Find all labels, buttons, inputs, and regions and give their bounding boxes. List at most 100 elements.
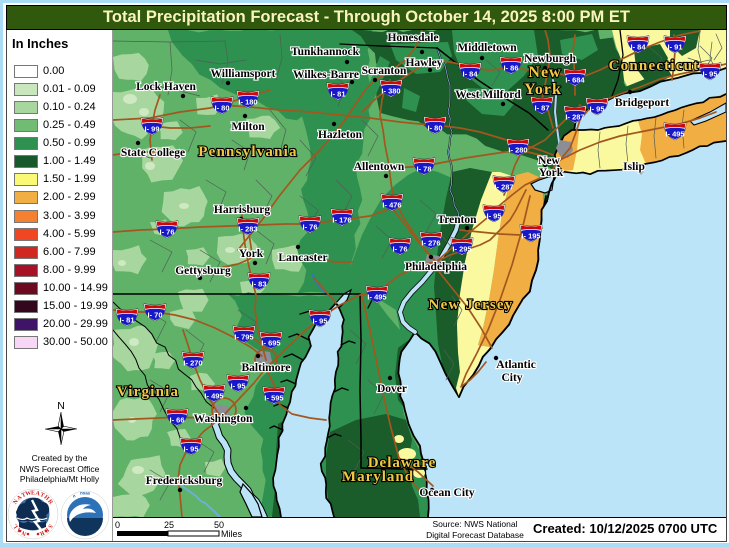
svg-text:Dover: Dover — [377, 383, 407, 395]
svg-text:Miles: Miles — [221, 529, 243, 539]
svg-text:W: W — [25, 490, 32, 497]
svg-text:City: City — [501, 372, 522, 384]
svg-text:E: E — [43, 526, 50, 533]
svg-text:H: H — [42, 494, 50, 502]
svg-text:State College: State College — [121, 147, 185, 159]
svg-text:I- 95: I- 95 — [183, 445, 198, 454]
svg-text:I- 95: I- 95 — [702, 70, 717, 79]
svg-text:I- 78: I- 78 — [416, 165, 431, 174]
svg-text:I- 476: I- 476 — [382, 201, 401, 210]
svg-text:I- 287: I- 287 — [494, 183, 513, 192]
svg-text:I- 76: I- 76 — [159, 228, 174, 237]
svg-text:Ocean City: Ocean City — [419, 487, 475, 499]
svg-text:L: L — [13, 522, 20, 529]
svg-text:Trenton: Trenton — [437, 214, 477, 226]
svg-text:Honesdale: Honesdale — [387, 32, 438, 44]
svg-text:I- 283: I- 283 — [238, 225, 257, 234]
svg-text:N: N — [57, 400, 65, 412]
svg-text:I- 495: I- 495 — [367, 293, 386, 302]
svg-text:Baltimore: Baltimore — [242, 362, 291, 374]
svg-text:I- 66: I- 66 — [169, 416, 184, 425]
svg-text:I- 95: I- 95 — [312, 317, 327, 326]
svg-text:I- 99: I- 99 — [144, 125, 159, 134]
svg-text:I- 684: I- 684 — [565, 76, 585, 85]
svg-text:Middletown: Middletown — [457, 42, 517, 54]
svg-text:I- 83: I- 83 — [251, 280, 266, 289]
svg-text:York: York — [539, 167, 564, 179]
svg-text:A: A — [16, 494, 24, 502]
svg-text:R: R — [38, 529, 45, 537]
svg-text:I- 87: I- 87 — [534, 104, 549, 113]
svg-text:I- 380: I- 380 — [381, 87, 400, 96]
svg-text:Atlantic: Atlantic — [496, 359, 536, 371]
svg-text:New: New — [538, 155, 560, 167]
svg-text:noaa: noaa — [80, 491, 90, 496]
svg-text:I- 86: I- 86 — [503, 64, 518, 73]
svg-text:I- 76: I- 76 — [302, 223, 317, 232]
svg-text:N: N — [13, 498, 21, 506]
svg-text:I- 495: I- 495 — [665, 130, 684, 139]
svg-text:West Milford: West Milford — [455, 89, 521, 101]
svg-text:I- 295: I- 295 — [452, 245, 471, 254]
svg-text:25: 25 — [164, 520, 174, 530]
svg-text:Allentown: Allentown — [354, 161, 405, 173]
svg-text:Islip: Islip — [623, 161, 645, 173]
svg-text:I- 91: I- 91 — [667, 43, 682, 52]
svg-text:I- 76: I- 76 — [392, 245, 407, 254]
svg-text:R: R — [46, 499, 54, 507]
svg-text:I- 280: I- 280 — [508, 146, 527, 155]
svg-text:I- 80: I- 80 — [214, 104, 229, 113]
svg-text:Harrisburg: Harrisburg — [214, 204, 270, 216]
svg-text:I- 84: I- 84 — [462, 70, 478, 79]
svg-text:T: T — [39, 492, 45, 499]
svg-text:50: 50 — [214, 520, 224, 530]
svg-text:T: T — [21, 492, 27, 499]
svg-text:Scranton: Scranton — [362, 65, 407, 77]
svg-text:I- 695: I- 695 — [261, 339, 280, 348]
svg-text:Delaware: Delaware — [368, 455, 437, 471]
svg-text:I- 95: I- 95 — [589, 105, 604, 114]
svg-text:Hazleton: Hazleton — [318, 129, 363, 141]
svg-text:Milton: Milton — [231, 121, 265, 133]
svg-text:I- 287: I- 287 — [565, 113, 584, 122]
svg-text:I- 95: I- 95 — [486, 212, 501, 221]
svg-text:Hawley: Hawley — [405, 57, 442, 69]
svg-text:I- 276: I- 276 — [421, 239, 440, 248]
svg-text:Lock Haven: Lock Haven — [136, 81, 196, 93]
svg-text:I- 80: I- 80 — [427, 124, 442, 133]
svg-text:A: A — [35, 491, 41, 498]
svg-text:New: New — [528, 64, 561, 81]
svg-text:N: N — [21, 529, 28, 537]
svg-text:0: 0 — [115, 520, 120, 530]
svg-text:I- 270: I- 270 — [183, 359, 202, 368]
svg-text:E: E — [31, 491, 35, 497]
svg-text:Tunkhannock: Tunkhannock — [291, 46, 360, 58]
svg-text:A: A — [16, 526, 24, 534]
svg-text:Philadelphia: Philadelphia — [405, 261, 467, 273]
svg-text:Bridgeport: Bridgeport — [615, 97, 669, 109]
svg-text:Washington: Washington — [194, 413, 253, 425]
svg-text:I- 176: I- 176 — [332, 216, 351, 225]
svg-text:I- 180: I- 180 — [238, 98, 257, 107]
svg-text:I- 70: I- 70 — [147, 311, 162, 320]
svg-text:Virginia: Virginia — [117, 384, 179, 400]
svg-text:S: S — [46, 523, 53, 530]
svg-text:Connecticut: Connecticut — [609, 58, 700, 74]
svg-text:Williamsport: Williamsport — [211, 68, 276, 80]
svg-text:Newburgh: Newburgh — [524, 53, 576, 65]
svg-text:York: York — [239, 248, 264, 260]
svg-text:I- 81: I- 81 — [330, 90, 345, 99]
svg-text:York: York — [524, 81, 562, 98]
svg-text:Lancaster: Lancaster — [278, 252, 327, 264]
svg-text:Fredericksburg: Fredericksburg — [146, 475, 223, 487]
svg-text:Wilkes-Barre: Wilkes-Barre — [293, 69, 359, 81]
svg-text:I- 84: I- 84 — [630, 43, 646, 52]
svg-text:I- 495: I- 495 — [204, 392, 223, 401]
svg-text:Pennsylvania: Pennsylvania — [198, 144, 297, 160]
svg-text:Gettysburg: Gettysburg — [175, 265, 231, 277]
svg-text:I- 95: I- 95 — [230, 382, 245, 391]
svg-text:Maryland: Maryland — [342, 469, 414, 485]
svg-text:I- 195: I- 195 — [521, 232, 540, 241]
svg-text:I- 595: I- 595 — [264, 394, 283, 403]
svg-text:I- 81: I- 81 — [119, 316, 134, 325]
